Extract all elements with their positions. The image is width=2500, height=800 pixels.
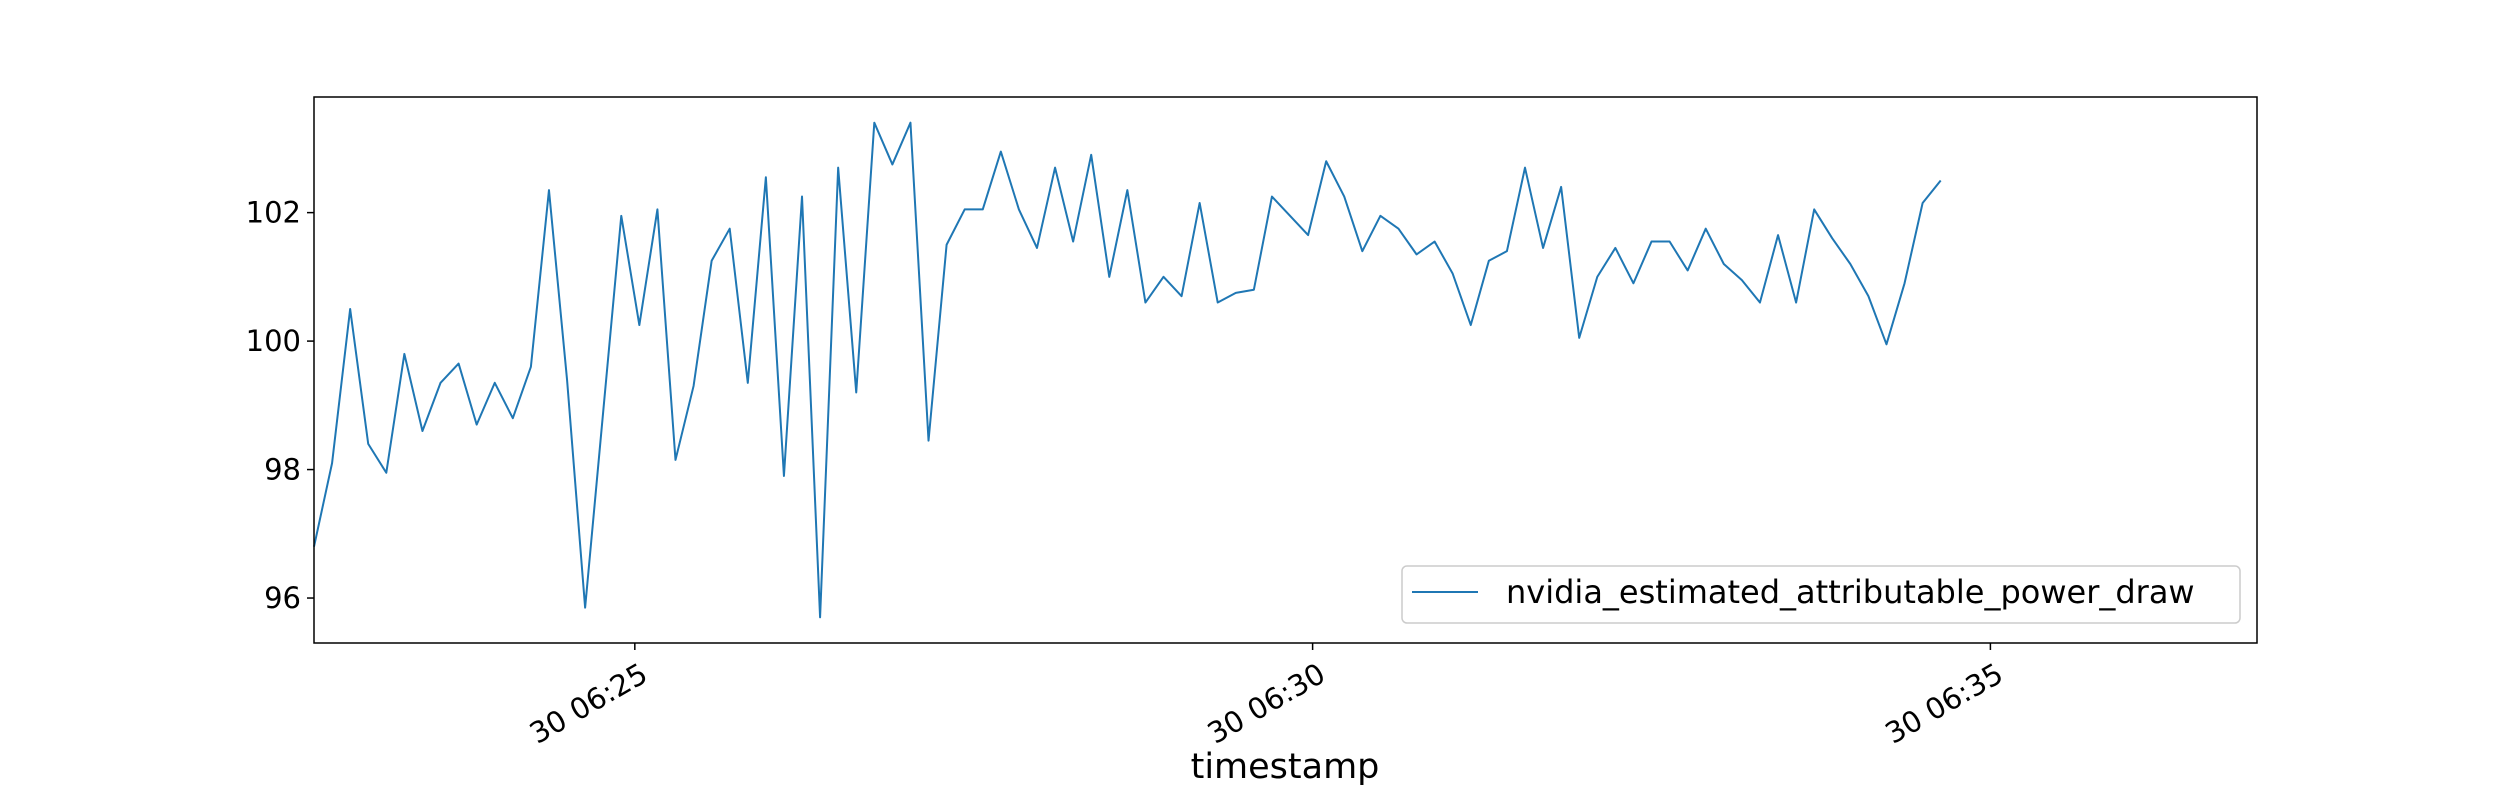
legend-box	[1401, 565, 2241, 624]
y-tick-label: 96	[264, 581, 301, 615]
y-axis: 96 98 100 102	[246, 196, 314, 615]
y-tick-label: 100	[246, 324, 301, 358]
series-line-0	[313, 121, 1942, 619]
x-axis-title: timestamp	[1191, 747, 1380, 787]
series-layer	[313, 121, 1942, 619]
legend-label: nvidia_estimated_attributable_power_draw	[1506, 573, 2195, 611]
y-tick-label: 98	[264, 453, 301, 487]
plot-area	[314, 97, 2257, 643]
plot-frame	[313, 96, 2258, 644]
y-tick-label: 102	[246, 196, 301, 230]
legend: nvidia_estimated_attributable_power_draw	[1401, 565, 2241, 624]
